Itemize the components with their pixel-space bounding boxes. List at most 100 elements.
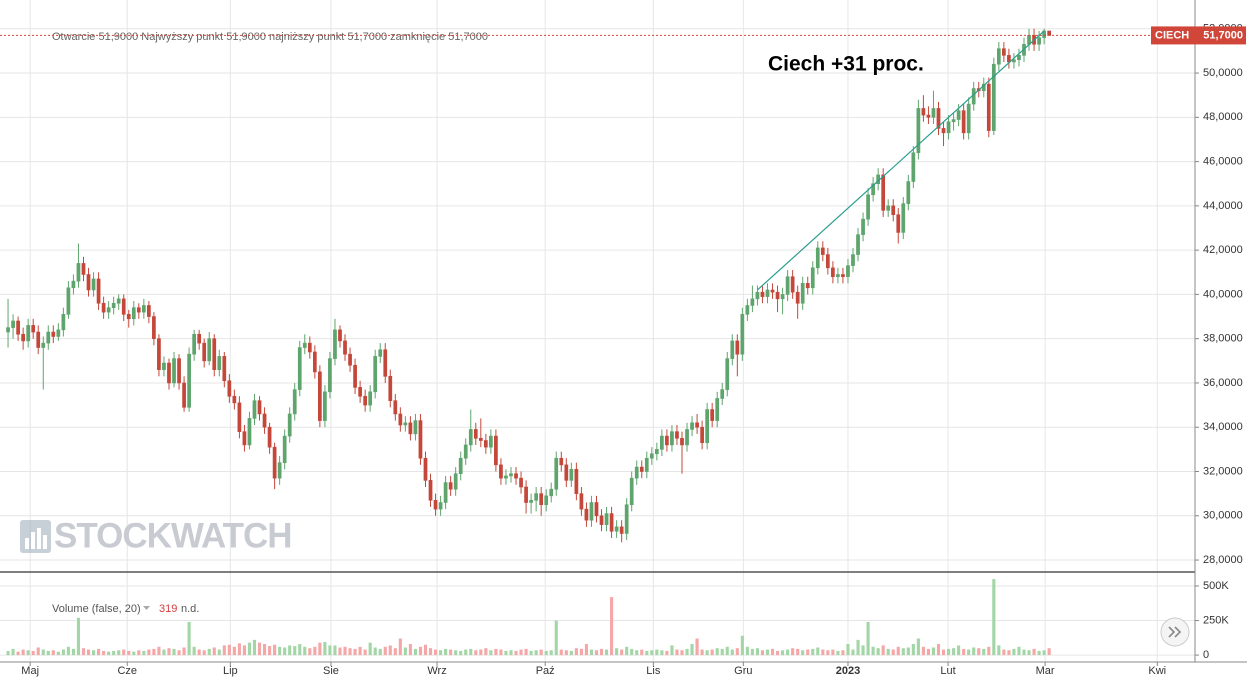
volume-bar — [816, 647, 820, 656]
candle-body — [795, 291, 800, 304]
volume-bar — [514, 650, 518, 656]
candle-body — [831, 267, 835, 278]
candle-body — [569, 468, 574, 481]
volume-bar — [610, 597, 614, 656]
volume-bar — [358, 646, 362, 656]
volume-bar — [725, 646, 729, 656]
candle-body — [494, 435, 498, 466]
volume-bar — [1012, 648, 1016, 656]
volume-bar — [212, 647, 216, 656]
volume-bar — [660, 650, 664, 656]
volume-bar — [373, 647, 377, 656]
y-tick-label: 40,0000 — [1203, 288, 1243, 300]
volume-bar — [187, 621, 191, 656]
candle-body — [941, 128, 946, 134]
candle-body — [599, 515, 604, 525]
volume-bar — [66, 646, 70, 656]
candle-body — [730, 340, 735, 359]
x-tick-label: Paź — [536, 665, 555, 677]
volume-bar — [504, 650, 508, 656]
volume-bar — [705, 650, 709, 656]
candle-body — [660, 435, 664, 450]
button-icon[interactable] — [1168, 626, 1182, 638]
volume-bar — [107, 651, 111, 656]
volume-bar — [836, 650, 840, 656]
candle-body — [111, 302, 116, 308]
volume-bar — [625, 646, 629, 656]
y2-tick-label: 250K — [1203, 614, 1229, 626]
volume-bar — [464, 649, 468, 656]
volume-bar — [690, 644, 694, 656]
volume-bar — [675, 649, 679, 656]
volume-bar — [273, 644, 277, 656]
volume-bar — [177, 650, 181, 656]
volume-bar — [247, 642, 252, 656]
y-tick-label: 28,0000 — [1203, 554, 1243, 566]
candle-body — [836, 274, 840, 278]
candle-body — [267, 426, 272, 448]
volume-bar — [962, 648, 966, 656]
volume-bar — [655, 649, 659, 656]
candle-body — [197, 333, 202, 344]
candle-body — [559, 457, 564, 466]
candle-body — [866, 194, 870, 220]
volume-bar — [147, 649, 151, 656]
candle-body — [232, 395, 237, 404]
candle-body — [21, 333, 25, 342]
candle-body — [916, 108, 921, 154]
volume-bar — [127, 650, 131, 656]
candle-body — [549, 488, 554, 497]
volume-bar — [439, 650, 443, 656]
volume-bar — [861, 645, 865, 656]
candle-body — [141, 305, 146, 313]
candle-body — [458, 457, 463, 475]
candle-body — [187, 353, 191, 408]
candle-body — [227, 380, 232, 397]
volume-bar — [534, 650, 538, 656]
candle-body — [167, 362, 171, 384]
volume-bar — [182, 647, 186, 656]
volume-bar — [227, 644, 231, 656]
candle-body — [720, 389, 725, 399]
volume-bar — [338, 647, 342, 656]
volume-bar — [685, 648, 689, 656]
volume-status: n.d. — [181, 603, 199, 615]
volume-bar — [1022, 649, 1026, 656]
marks — [6, 28, 1052, 656]
candle-body — [609, 513, 614, 532]
candle-body — [51, 331, 56, 337]
volume-bar — [977, 648, 981, 656]
volume-bar — [1042, 650, 1046, 656]
volume-bar — [791, 648, 795, 656]
volume-bar — [936, 644, 941, 656]
watermark-logo — [20, 520, 51, 553]
candle-body — [670, 431, 674, 446]
volume-bar — [1047, 648, 1051, 656]
candle-body — [41, 342, 46, 348]
candle-body — [499, 464, 503, 479]
scroll-button[interactable] — [1160, 617, 1190, 647]
volume-bar — [489, 650, 493, 656]
volume-bar — [383, 646, 387, 656]
y-tick-label: 38,0000 — [1203, 333, 1243, 345]
x-tick-label: Kwi — [1148, 665, 1166, 677]
volume-bar — [972, 647, 976, 656]
candle-body — [685, 429, 689, 446]
volume-bar — [474, 650, 478, 656]
volume-bar — [569, 650, 573, 656]
candle-body — [252, 400, 257, 419]
volume-bar — [313, 646, 317, 656]
dropdown-arrow[interactable] — [143, 606, 150, 610]
volume-bar — [56, 651, 60, 656]
candle-body — [841, 274, 845, 278]
volume-bar — [86, 649, 91, 656]
candle-body — [901, 203, 906, 233]
volume-bar — [1007, 650, 1011, 656]
volume-bar — [952, 648, 956, 656]
candle-body — [489, 435, 493, 448]
volume-bar — [1032, 648, 1036, 656]
candle-body — [393, 400, 398, 415]
candle-body — [861, 218, 865, 235]
volume-bar — [941, 649, 946, 656]
volume-bar — [1027, 650, 1031, 656]
